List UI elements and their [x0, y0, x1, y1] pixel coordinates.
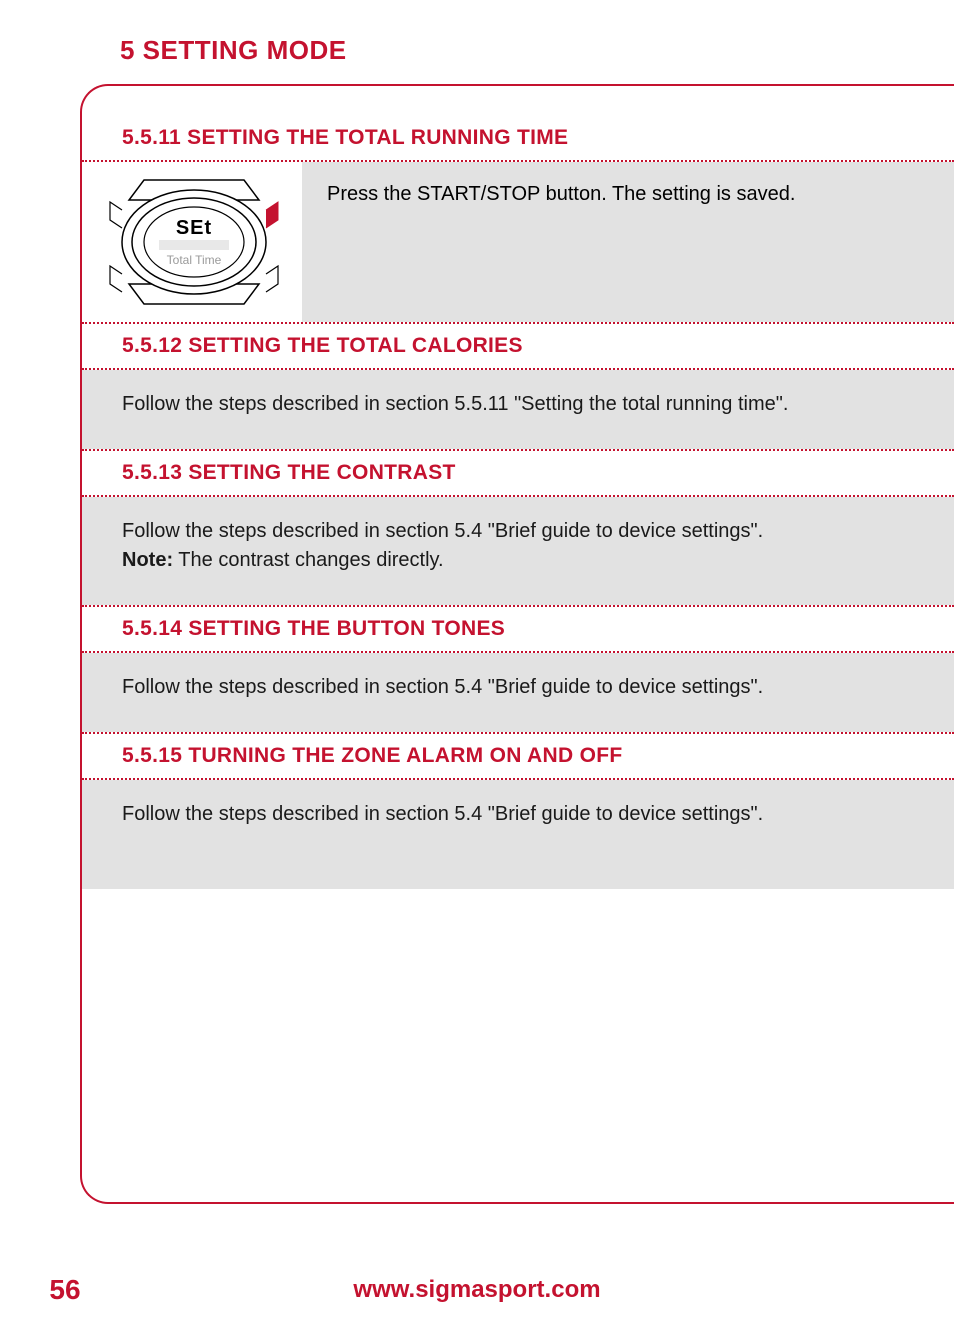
section-body-5-5-13: Follow the steps described in section 5.… — [82, 497, 954, 605]
content-frame: 5.5.11 SETTING THE TOTAL RUNNING TIME SE… — [80, 84, 954, 1204]
page-number: 56 — [0, 1274, 130, 1306]
watch-bottom-text: Total Time — [167, 253, 222, 267]
watch-illustration: SEt Total Time — [82, 162, 302, 322]
section-text-5-5-13-prefix: Follow the steps described in section 5.… — [122, 520, 763, 542]
section-heading-5-5-15: 5.5.15 TURNING THE ZONE ALARM ON AND OFF — [82, 734, 954, 778]
section-heading-5-5-14: 5.5.14 SETTING THE BUTTON TONES — [82, 607, 954, 651]
section-heading-5-5-12: 5.5.12 SETTING THE TOTAL CALORIES — [82, 324, 954, 368]
note-label: Note: — [122, 549, 173, 571]
section-body-5-5-14: Follow the steps described in section 5.… — [82, 653, 954, 732]
section-text-5-5-11: Press the START/STOP button. The setting… — [302, 162, 954, 302]
watch-face-icon: SEt Total Time — [104, 172, 284, 312]
section-heading-5-5-11: 5.5.11 SETTING THE TOTAL RUNNING TIME — [82, 116, 954, 160]
page-header: 5 SETTING MODE — [0, 0, 954, 84]
section-heading-5-5-13: 5.5.13 SETTING THE CONTRAST — [82, 451, 954, 495]
section-body-5-5-15: Follow the steps described in section 5.… — [82, 780, 954, 889]
note-text: The contrast changes directly. — [173, 549, 444, 571]
page-footer: 56 www.sigmasport.com — [0, 1274, 954, 1306]
footer-url: www.sigmasport.com — [130, 1276, 954, 1304]
section-body-5-5-11: SEt Total Time Press the START/STOP butt… — [82, 162, 954, 322]
section-body-5-5-12: Follow the steps described in section 5.… — [82, 370, 954, 449]
watch-top-text: SEt — [176, 217, 212, 239]
